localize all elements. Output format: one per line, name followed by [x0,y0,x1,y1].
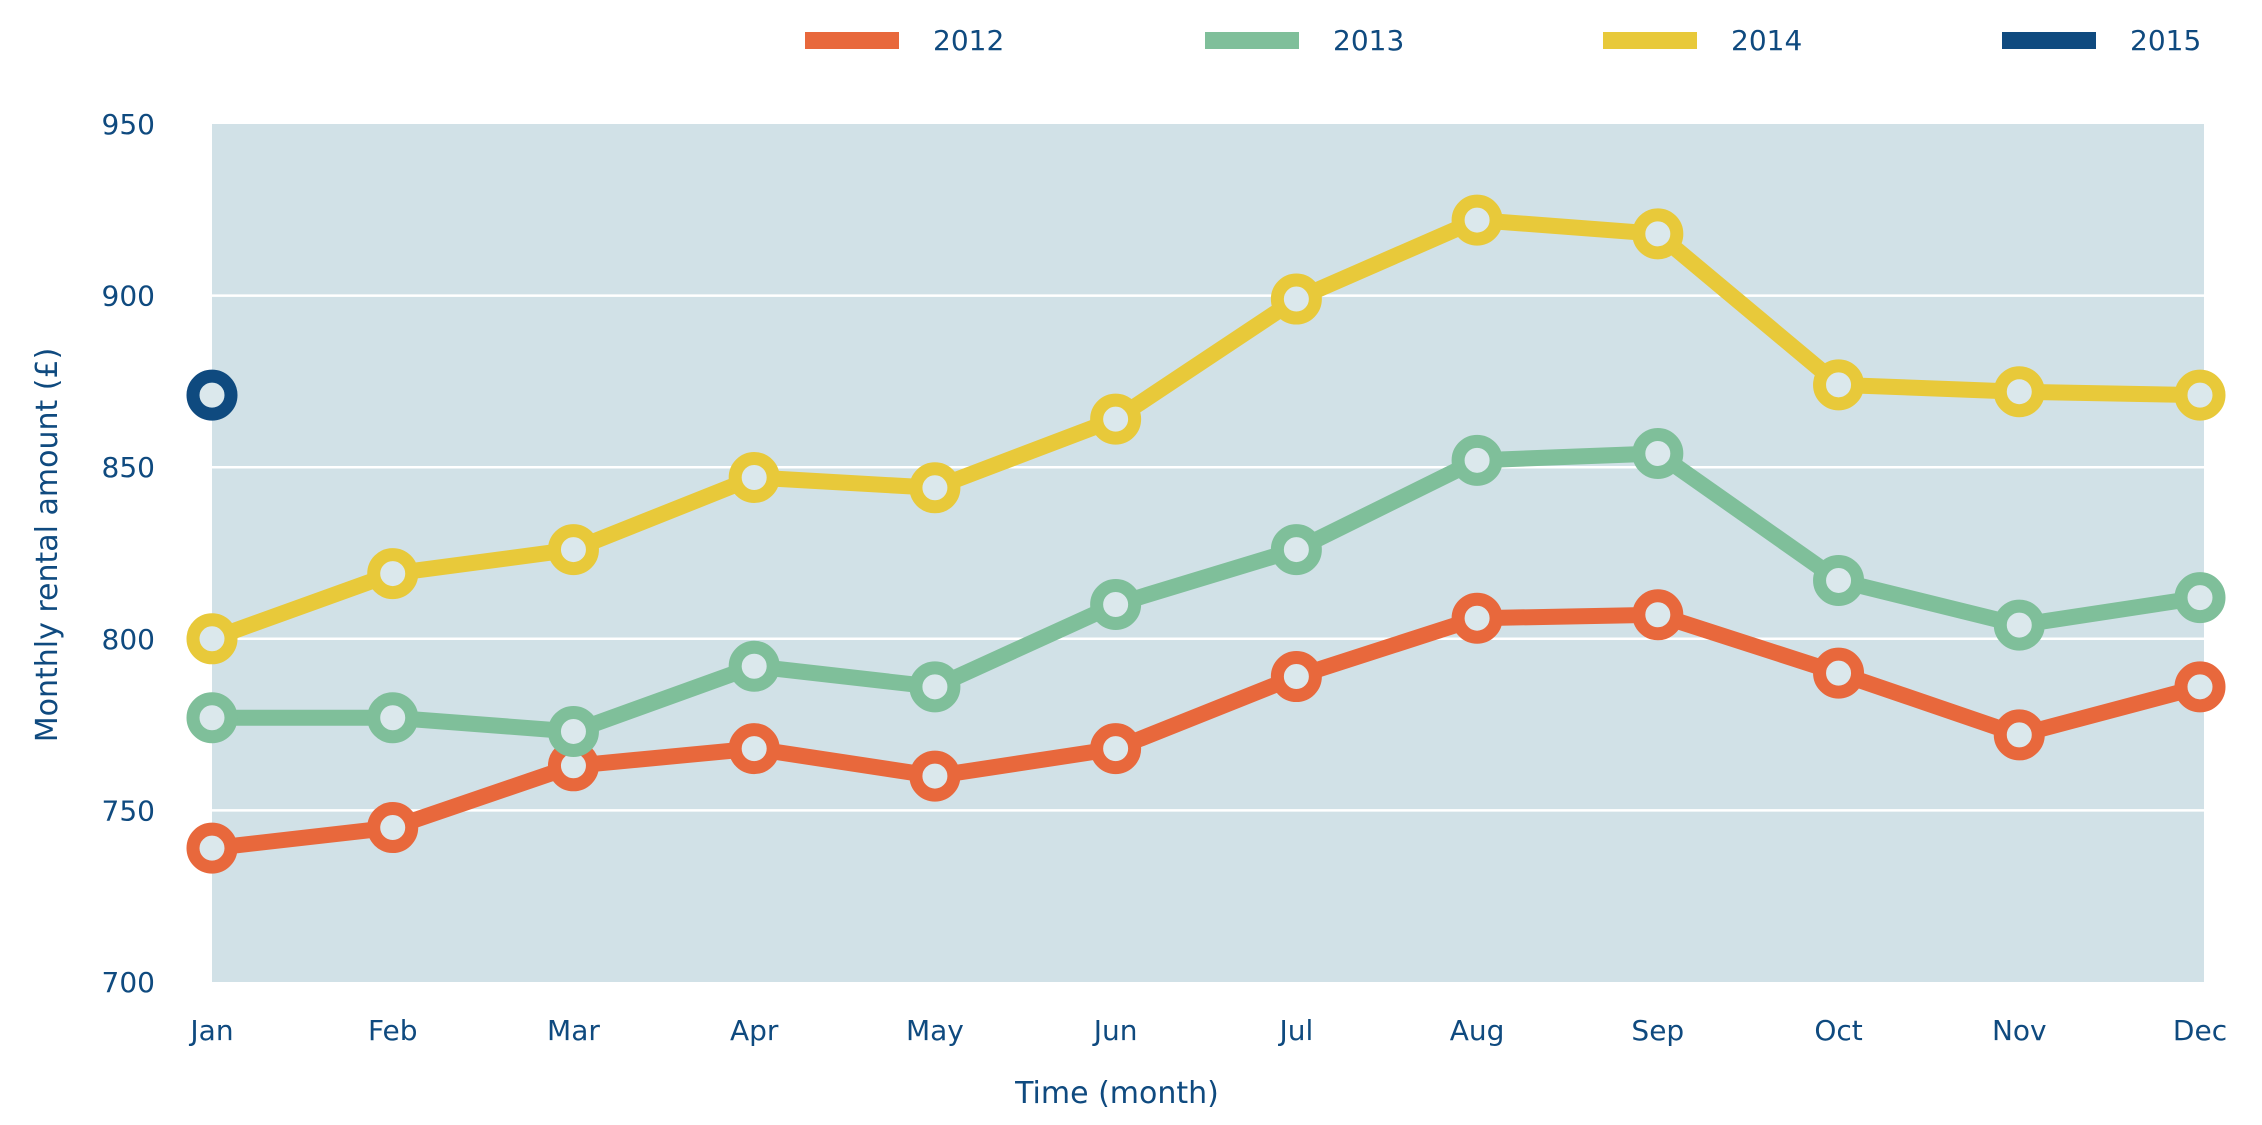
data-point [186,822,238,874]
gridlines [212,294,2204,812]
data-point [2174,661,2226,713]
x-tick-label: May [906,1014,964,1047]
data-point [1813,647,1865,699]
data-point [1451,434,1503,486]
data-point [2174,369,2226,421]
data-point [186,613,238,665]
legend-label: 2015 [2130,24,2201,57]
x-axis-ticks: Jan Feb Mar Apr May Jun Jul Aug Sep Oct Nov Dec [188,1014,2227,1047]
data-point [728,451,780,503]
x-axis-label: Time (month) [1014,1076,1219,1111]
legend-label: 2012 [933,24,1004,57]
data-point [1813,359,1865,411]
y-tick-label: 750 [102,794,155,827]
x-tick-label: Nov [1992,1014,2047,1047]
data-point [547,705,599,757]
y-tick-label: 700 [102,966,155,999]
data-point [1270,273,1322,325]
data-point [1993,366,2045,418]
legend: 2012 2013 2014 2015 [805,24,2201,57]
data-point [1451,592,1503,644]
data-point [367,802,419,854]
x-tick-label: Jun [1092,1014,1138,1047]
data-point [547,524,599,576]
data-point [2174,572,2226,624]
data-point [1270,651,1322,703]
data-point [186,369,238,421]
x-tick-label: Aug [1450,1014,1505,1047]
data-point [1632,427,1684,479]
series-lines [186,194,2226,874]
y-tick-label: 950 [102,108,155,141]
x-tick-label: Dec [2173,1014,2227,1047]
data-point [909,750,961,802]
data-point [1090,723,1142,775]
data-point [1451,194,1503,246]
legend-swatch [1205,32,1299,49]
legend-label: 2013 [1333,24,1404,57]
data-point [1993,709,2045,761]
x-tick-label: Oct [1814,1014,1862,1047]
legend-swatch [805,32,899,49]
x-tick-label: Feb [368,1014,418,1047]
x-tick-label: Sep [1631,1014,1684,1047]
x-tick-label: Apr [730,1014,779,1047]
legend-swatch [2002,32,2096,49]
series-2012 [186,589,2226,874]
x-tick-label: Mar [547,1014,600,1047]
data-point [367,548,419,600]
data-point [728,723,780,775]
data-point [909,462,961,514]
legend-swatch [1603,32,1697,49]
data-point [909,661,961,713]
series-2014 [186,194,2226,665]
y-tick-label: 850 [102,451,155,484]
x-tick-label: Jul [1277,1014,1313,1047]
data-point [1090,393,1142,445]
y-axis-ticks: 700 750 800 850 900 950 [102,108,155,999]
y-tick-label: 900 [102,280,155,313]
data-point [1632,208,1684,260]
data-point [1270,524,1322,576]
series-2015 [186,369,238,421]
series-line [204,212,2208,647]
x-tick-label: Jan [188,1014,233,1047]
legend-label: 2014 [1731,24,1802,57]
data-point [1090,578,1142,630]
series-line [204,445,2208,740]
y-axis-label: Monthly rental amount (£) [30,348,65,743]
series-2013 [186,427,2226,757]
data-point [1993,599,2045,651]
data-point [367,692,419,744]
series-line [204,606,2208,857]
data-point [728,640,780,692]
data-point [1813,554,1865,606]
data-point [1632,589,1684,641]
data-point [186,692,238,744]
y-tick-label: 800 [102,623,155,656]
